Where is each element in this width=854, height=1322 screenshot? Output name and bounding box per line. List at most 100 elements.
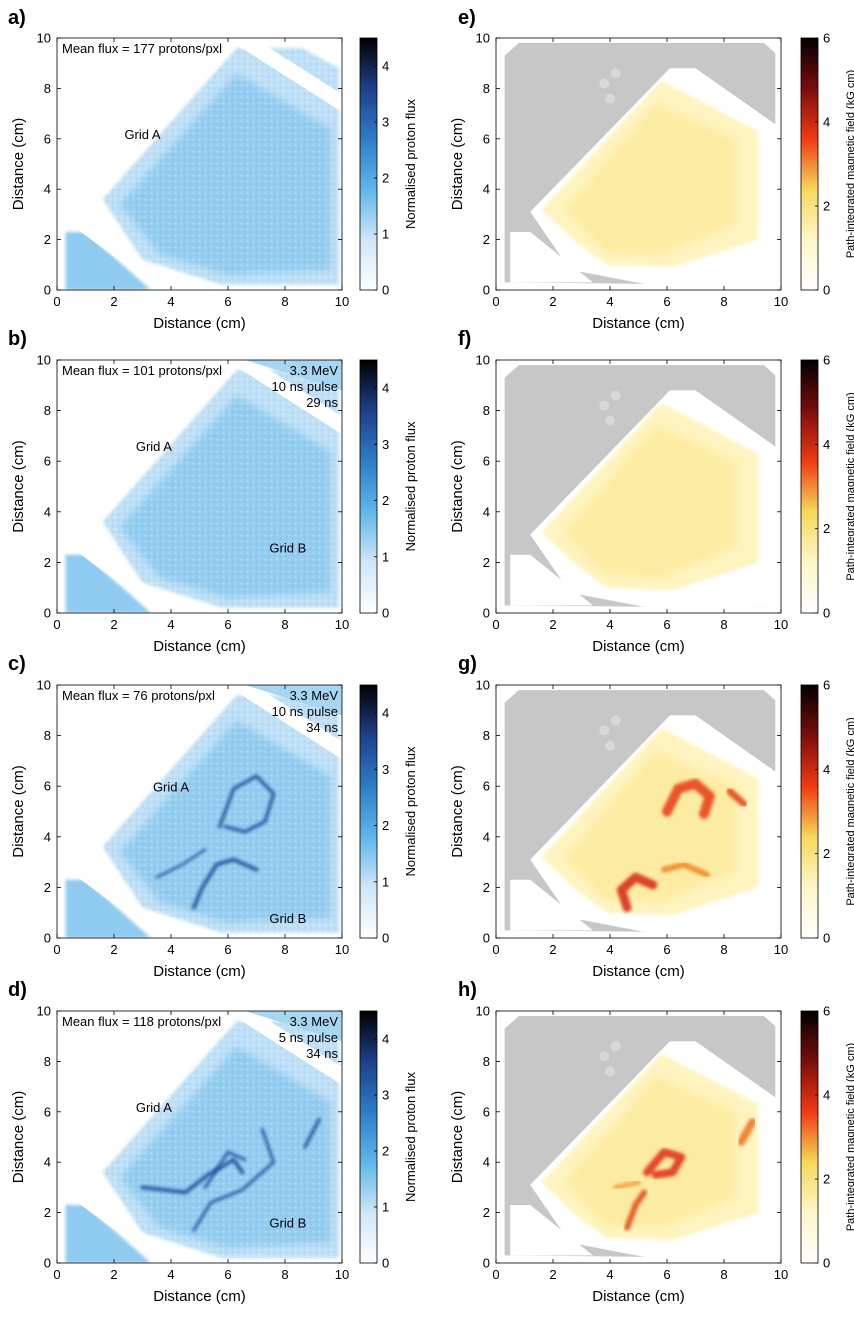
x-tick-label: 0 [492, 1267, 499, 1282]
image-area [496, 360, 781, 613]
y-tick-label: 2 [483, 232, 490, 247]
hole-marker [599, 78, 610, 89]
y-tick-label: 6 [44, 779, 51, 794]
mean-flux-label: Mean flux = 118 protons/pxl [62, 1014, 221, 1029]
colorbar-tick-label: 4 [382, 1032, 389, 1047]
colorbar-tick-label: 4 [823, 762, 830, 777]
corner-region [245, 360, 342, 391]
plot-frame [495, 1010, 782, 1264]
plot-frame [56, 359, 343, 614]
plot-frame [495, 684, 782, 939]
colorbar-label: Path-integrated magnetic field (kG cm) [845, 70, 854, 258]
x-tick-label: 2 [110, 617, 117, 632]
y-tick-label: 0 [44, 283, 51, 298]
field-core [564, 103, 736, 255]
grid-bar [78, 866, 176, 938]
plot-frame [495, 37, 782, 291]
y-tick-label: 2 [483, 1205, 490, 1220]
hole-marker [610, 1041, 621, 1052]
x-tick-label: 0 [53, 942, 60, 957]
grid-label: Grid B [269, 1216, 306, 1231]
colorbar-tick-label: 4 [382, 381, 389, 396]
x-tick-label: 10 [774, 294, 788, 309]
x-tick-label: 10 [774, 617, 788, 632]
y-tick-label: 0 [483, 283, 490, 298]
y-tick-label: 4 [483, 829, 490, 844]
y-tick-label: 6 [44, 131, 51, 146]
x-tick-label: 4 [606, 1267, 613, 1282]
flux-filament [303, 1117, 321, 1149]
colorbar-tick-label: 1 [382, 549, 389, 564]
x-tick-label: 0 [492, 294, 499, 309]
x-tick-label: 2 [549, 1267, 556, 1282]
x-tick-label: 0 [492, 617, 499, 632]
y-tick-label: 8 [44, 1054, 51, 1069]
beam-parameter-label: 10 ns pulse [272, 379, 339, 394]
plot-frame [56, 684, 343, 939]
colorbar-tick-label: 6 [823, 353, 830, 368]
y-tick-label: 6 [483, 1104, 490, 1119]
field-structure [613, 1179, 641, 1190]
x-axis-label: Distance (cm) [592, 638, 685, 655]
colorbar-tick-label: 2 [823, 1172, 830, 1187]
panel-letter: h) [458, 979, 477, 1001]
y-tick-label: 4 [483, 182, 490, 197]
y-tick-label: 2 [44, 1205, 51, 1220]
flux-filament [203, 1150, 247, 1189]
hole-marker [610, 68, 621, 79]
colorbar [359, 37, 378, 291]
colorbar-tick-label: 2 [382, 1144, 389, 1159]
y-tick-label: 8 [483, 1054, 490, 1069]
colorbar-tick-label: 0 [823, 606, 830, 621]
beam-parameter-label: 5 ns pulse [279, 1030, 338, 1045]
beam-parameter-label: 29 ns [306, 395, 338, 410]
colorbar-label: Path-integrated magnetic field (kG cm) [845, 717, 854, 905]
panel-h: h) 0 2 4 6 8 10 0 2 4 6 8 10 Distance (cm) Distance (c… [449, 979, 854, 1305]
lower-strip [65, 232, 151, 290]
panel-letter: g) [458, 653, 477, 675]
x-tick-label: 6 [224, 617, 231, 632]
y-tick-label: 6 [483, 454, 490, 469]
y-tick-label: 10 [476, 353, 490, 368]
x-tick-label: 6 [663, 294, 670, 309]
y-tick-label: 0 [483, 931, 490, 946]
field-structure [661, 861, 710, 878]
hole-marker [605, 1066, 615, 1077]
y-tick-label: 6 [44, 1104, 51, 1119]
hole-marker [599, 1051, 610, 1062]
image-area [57, 685, 342, 938]
colorbar-tick-label: 0 [382, 931, 389, 946]
hole-marker [605, 740, 615, 751]
x-axis-label: Distance (cm) [153, 315, 246, 332]
y-tick-label: 2 [44, 232, 51, 247]
y-tick-label: 4 [483, 504, 490, 519]
y-tick-label: 2 [483, 555, 490, 570]
x-tick-label: 6 [663, 942, 670, 957]
y-axis-label: Distance (cm) [10, 118, 27, 211]
x-tick-label: 10 [335, 294, 349, 309]
x-tick-label: 8 [281, 1267, 288, 1282]
x-tick-label: 10 [335, 942, 349, 957]
x-tick-label: 4 [167, 617, 174, 632]
y-tick-label: 8 [44, 728, 51, 743]
field-structure [624, 1189, 648, 1231]
x-tick-label: 8 [720, 942, 727, 957]
x-tick-label: 8 [281, 617, 288, 632]
colorbar-tick-label: 4 [823, 437, 830, 452]
x-tick-label: 0 [53, 617, 60, 632]
x-tick-label: 8 [720, 294, 727, 309]
image-area [496, 685, 781, 938]
colorbar-label: Normalised proton flux [403, 1071, 418, 1202]
y-tick-label: 0 [483, 606, 490, 621]
lower-strip [65, 554, 151, 613]
y-tick-label: 8 [483, 81, 490, 96]
x-tick-label: 10 [774, 1267, 788, 1282]
colorbar-label: Path-integrated magnetic field (kG cm) [845, 1043, 854, 1231]
flux-filament [217, 774, 276, 834]
mean-flux-label: Mean flux = 101 protons/pxl [62, 363, 222, 378]
grid-bar [78, 218, 176, 290]
panel-e: e) 0 2 4 6 8 10 0 2 4 6 8 10 Distance (cm) Distance (c… [449, 7, 854, 332]
grid-bar [225, 1011, 342, 1086]
